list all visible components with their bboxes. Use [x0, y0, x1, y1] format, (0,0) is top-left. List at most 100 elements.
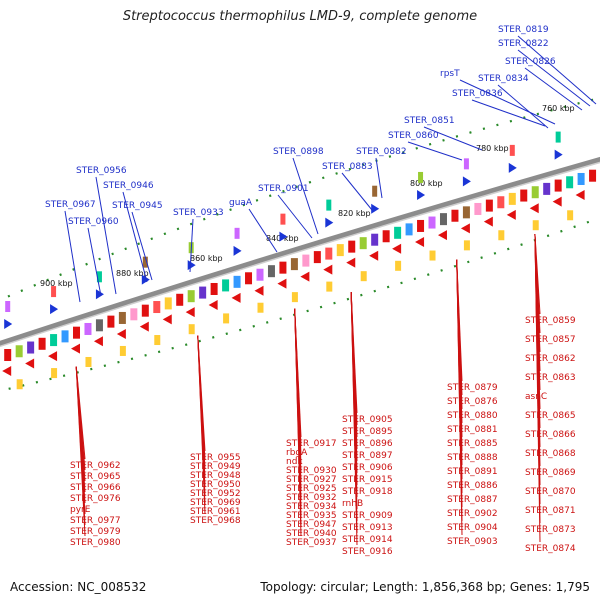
reverse-gene-block — [360, 271, 367, 282]
reverse-gene-block — [85, 356, 92, 367]
reverse-gene-arrow — [323, 264, 333, 275]
reverse-gene-arrow — [139, 321, 149, 332]
reverse-gene-arrow — [2, 366, 12, 377]
reverse-callout-line — [294, 308, 302, 537]
reverse-gene-block — [313, 251, 321, 264]
reverse-gene-block — [532, 220, 539, 231]
reverse-gene-label: STER_0891 — [447, 467, 498, 477]
reverse-gene-label: STER_0979 — [70, 527, 121, 537]
forward-callout-line — [375, 157, 383, 199]
reverse-gene-block — [222, 279, 230, 292]
reverse-gene-label: STER_0869 — [525, 468, 576, 478]
reverse-gene-label: STER_0961 — [190, 507, 241, 517]
forward-callout-line — [248, 208, 278, 253]
reverse-gene-block — [543, 182, 551, 195]
reverse-gene-label: STER_0925 — [286, 484, 337, 494]
reverse-gene-label: STER_0904 — [447, 523, 498, 533]
forward-callout-line — [122, 191, 148, 283]
reverse-gene-block — [61, 330, 69, 343]
reverse-gene-label: STER_0935 — [286, 511, 337, 521]
forward-callout-line — [189, 218, 194, 273]
reverse-gene-label: STER_0969 — [190, 498, 241, 508]
reverse-gene-block — [84, 322, 92, 335]
reverse-gene-label: STER_0947 — [286, 520, 337, 530]
forward-gene-label: STER_0898 — [273, 147, 324, 157]
reverse-gene-block — [256, 268, 264, 281]
reverse-gene-block — [359, 237, 367, 250]
reverse-gene-arrow — [71, 343, 81, 354]
reverse-gene-label: STER_0927 — [286, 475, 337, 485]
forward-callout-line — [292, 157, 319, 235]
reverse-gene-label: STER_0871 — [525, 506, 576, 516]
reverse-gene-arrow — [437, 230, 447, 241]
reverse-gene-label: STER_0940 — [286, 529, 337, 539]
forward-gene-block — [418, 171, 424, 183]
forward-callout-line — [459, 79, 556, 125]
reverse-gene-block — [153, 301, 161, 314]
forward-gene-arrow — [4, 319, 13, 330]
forward-gene-label: STER_0956 — [76, 166, 127, 176]
forward-callout-line — [423, 126, 483, 151]
reverse-gene-arrow — [93, 336, 103, 347]
reverse-gene-block — [73, 326, 81, 339]
reverse-gene-label: STER_0896 — [342, 439, 393, 449]
reverse-gene-label: STER_0885 — [447, 439, 498, 449]
reverse-gene-label: STER_0888 — [447, 453, 498, 463]
reverse-gene-block — [107, 315, 115, 328]
reverse-gene-block — [302, 254, 310, 267]
reverse-gene-block — [16, 379, 23, 390]
reverse-gene-label: STER_0965 — [70, 472, 121, 482]
forward-gene-block — [509, 144, 515, 156]
reverse-gene-label: STER_0868 — [525, 449, 576, 459]
forward-callout-line — [95, 176, 117, 295]
reverse-gene-block — [199, 286, 207, 299]
reverse-gene-label: STER_0950 — [190, 480, 241, 490]
forward-gene-label: STER_0883 — [322, 162, 373, 172]
reverse-gene-label: STER_0916 — [342, 547, 393, 557]
forward-gene-label: STER_0819 — [498, 25, 549, 35]
reverse-callout-line — [75, 366, 86, 537]
reverse-gene-block — [336, 244, 344, 257]
reverse-gene-block — [326, 281, 333, 292]
reverse-gene-block — [498, 230, 505, 241]
kbp-tick-label: 800 kbp — [410, 179, 443, 188]
reverse-gene-label: pyrE — [70, 505, 91, 515]
forward-callout-line — [471, 99, 546, 127]
kbp-tick-label: 760 kbp — [542, 104, 575, 113]
forward-gene-block — [326, 199, 332, 211]
reverse-gene-block — [4, 349, 12, 362]
reverse-gene-label: STER_0934 — [286, 502, 337, 512]
forward-gene-arrow — [417, 189, 426, 200]
reverse-gene-arrow — [529, 203, 539, 214]
reverse-gene-label: STER_0906 — [342, 463, 393, 473]
reverse-gene-label: STER_0876 — [447, 397, 498, 407]
reverse-gene-block — [463, 240, 470, 251]
reverse-gene-block — [267, 265, 275, 278]
reverse-gene-label: STER_0980 — [70, 538, 121, 548]
reverse-gene-block — [119, 345, 126, 356]
reverse-gene-arrow — [254, 285, 264, 296]
forward-callout-line — [277, 194, 313, 239]
forward-gene-label: STER_0836 — [452, 89, 503, 99]
reverse-callout-line — [197, 335, 206, 515]
forward-gene-label: STER_0860 — [388, 131, 439, 141]
reverse-gene-label: STER_0913 — [342, 523, 393, 533]
reverse-gene-label: STER_0870 — [525, 487, 576, 497]
reverse-gene-arrow — [415, 236, 425, 247]
reverse-gene-label: STER_0857 — [525, 335, 576, 345]
reverse-gene-block — [429, 250, 436, 261]
reverse-gene-block — [245, 272, 253, 285]
reverse-gene-label: asnC — [525, 392, 547, 402]
reverse-gene-arrow — [575, 189, 585, 200]
reverse-gene-block — [257, 302, 264, 313]
reverse-gene-label: STER_0918 — [342, 487, 393, 497]
forward-gene-block — [142, 256, 148, 268]
reverse-gene-arrow — [185, 307, 195, 318]
forward-gene-arrow — [233, 245, 242, 256]
kbp-tick-label: 820 kbp — [338, 209, 371, 218]
reverse-gene-block — [348, 240, 356, 253]
forward-gene-arrow — [187, 260, 196, 271]
reverse-gene-label: STER_0902 — [447, 509, 498, 519]
reverse-gene-label: STER_0881 — [447, 425, 498, 435]
